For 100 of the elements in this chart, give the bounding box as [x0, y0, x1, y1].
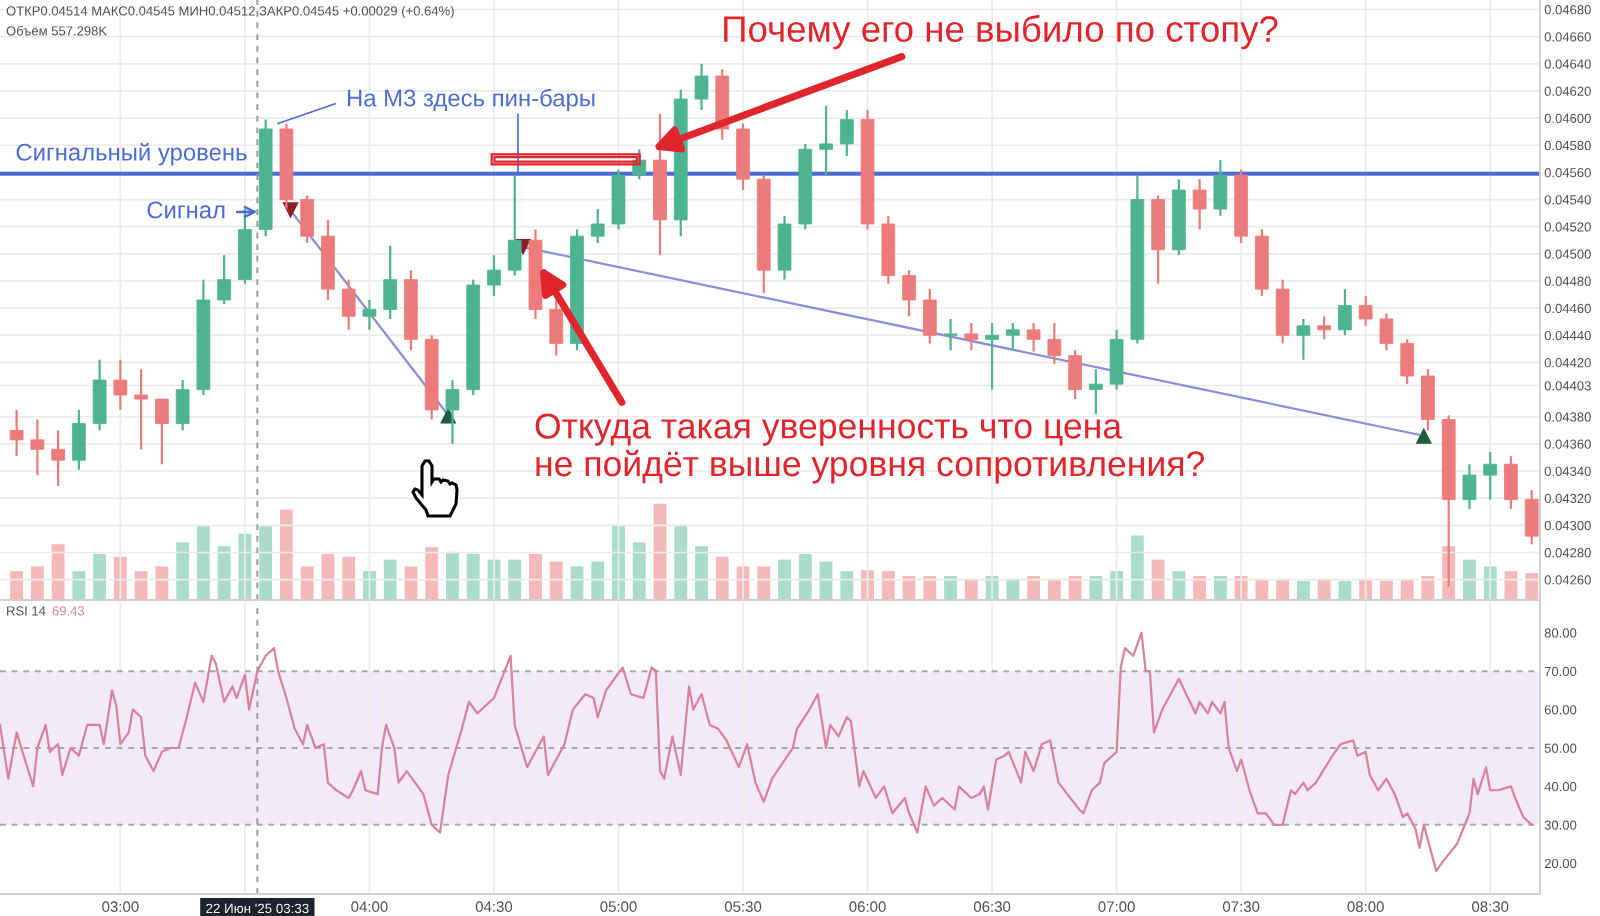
bar — [321, 553, 335, 600]
candlestick — [1047, 321, 1062, 365]
bar — [1047, 578, 1061, 600]
candlestick — [1358, 294, 1373, 327]
bar — [1463, 559, 1476, 600]
bar — [1213, 575, 1227, 600]
bar — [757, 566, 771, 600]
bar — [778, 559, 791, 600]
bar — [944, 575, 957, 600]
candlestick — [777, 214, 792, 281]
candlestick — [549, 298, 564, 357]
bar — [176, 542, 190, 600]
bar — [446, 551, 459, 600]
candlestick — [1524, 488, 1539, 546]
bar — [93, 553, 107, 600]
candlestick — [1005, 321, 1020, 352]
candlestick — [1379, 312, 1394, 352]
bar — [155, 566, 169, 600]
bar — [10, 571, 24, 600]
bar — [1276, 578, 1290, 600]
bar — [1027, 575, 1041, 600]
bar — [466, 553, 480, 600]
bar — [591, 561, 605, 600]
candlestick — [134, 368, 148, 451]
candlestick — [1089, 368, 1103, 416]
bar — [632, 542, 646, 600]
candlestick — [1317, 315, 1331, 341]
candlestick — [113, 358, 128, 412]
bar — [1338, 580, 1352, 600]
candlestick — [694, 62, 709, 112]
candlestick — [92, 358, 107, 432]
bar — [279, 509, 293, 600]
candlestick — [819, 104, 833, 177]
bar — [964, 578, 978, 600]
candlestick — [1026, 321, 1041, 353]
bar — [508, 559, 522, 600]
bar — [342, 556, 356, 600]
bar — [1006, 578, 1020, 600]
bar — [715, 556, 729, 600]
candlestick — [1068, 349, 1082, 401]
candlestick — [1504, 455, 1518, 511]
bar — [72, 571, 86, 600]
candlestick — [1400, 338, 1415, 386]
bar — [1068, 575, 1082, 600]
annotation: Откуда такая уверенность что цена не пойдёт выше уровня сопротивления? — [535, 413, 1204, 484]
bar — [1151, 559, 1165, 600]
candlestick — [9, 408, 24, 458]
candlestick — [507, 174, 522, 277]
point — [1415, 427, 1432, 444]
bar — [196, 525, 210, 600]
candlestick — [30, 418, 45, 477]
bar — [1255, 578, 1269, 600]
candlestick — [72, 408, 86, 471]
candlestick — [300, 194, 315, 245]
bar — [798, 553, 812, 600]
annotation: На М3 здесь пин-бары — [347, 88, 595, 112]
bar — [1379, 580, 1393, 600]
candlestick — [341, 278, 356, 331]
bar — [300, 566, 314, 600]
candlestick — [383, 244, 398, 321]
bar — [881, 571, 895, 600]
candlestick — [1275, 278, 1290, 345]
candlestick — [943, 317, 958, 352]
candlestick — [1109, 328, 1124, 391]
bar — [1089, 575, 1103, 600]
candlestick — [362, 298, 377, 331]
bar — [1172, 571, 1186, 600]
candlestick — [445, 378, 460, 445]
candlestick — [839, 108, 854, 158]
candlestick — [985, 321, 999, 391]
candlestick — [922, 288, 937, 345]
bar — [1525, 573, 1539, 600]
annotation: Почему его не выбило по стопу? — [724, 14, 1278, 50]
bar — [1130, 535, 1144, 600]
bar — [134, 571, 148, 600]
candlestick — [1421, 368, 1435, 432]
candlestick — [175, 378, 190, 432]
bar — [51, 544, 65, 600]
candlestick — [487, 254, 501, 298]
candlestick — [155, 397, 169, 466]
bar — [923, 575, 937, 600]
annotation: Сигнал — [147, 201, 225, 219]
candlestick — [51, 429, 65, 488]
candlestick — [1213, 159, 1228, 217]
bar — [1296, 580, 1310, 600]
bar — [674, 525, 688, 600]
bar — [383, 559, 397, 600]
bar — [1317, 578, 1331, 600]
candlestick — [1462, 463, 1477, 511]
ref-line-label: Сигнальный уровень — [16, 142, 247, 166]
candlestick — [964, 321, 979, 352]
bar — [549, 561, 563, 600]
bar — [1421, 575, 1435, 600]
bar — [259, 525, 273, 600]
bar — [840, 571, 854, 600]
candlestick — [1483, 450, 1498, 501]
line-series — [0, 631, 1533, 873]
bar — [695, 546, 708, 600]
candlestick — [217, 254, 231, 306]
candlestick — [1192, 178, 1207, 231]
